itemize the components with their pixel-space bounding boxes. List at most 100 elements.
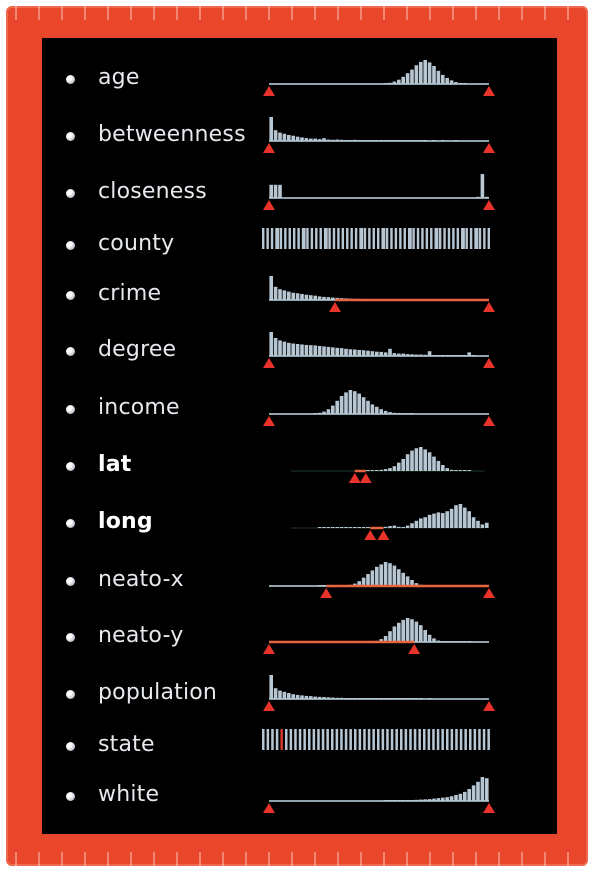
- bullet-icon[interactable]: [66, 241, 75, 250]
- bullet-icon[interactable]: [66, 405, 75, 414]
- attribute-row-county[interactable]: county: [42, 228, 557, 268]
- histogram-bar: [335, 527, 339, 528]
- histogram[interactable]: [262, 60, 497, 102]
- attribute-row-white[interactable]: white: [42, 777, 557, 819]
- category-strip[interactable]: [262, 729, 497, 769]
- bullet-icon[interactable]: [66, 132, 75, 141]
- attribute-row-lat[interactable]: lat: [42, 447, 557, 489]
- range-max-handle[interactable]: [483, 701, 495, 711]
- range-max-handle[interactable]: [483, 416, 495, 426]
- attribute-row-degree[interactable]: degree: [42, 332, 557, 374]
- range-min-handle[interactable]: [263, 803, 275, 813]
- range-max-handle[interactable]: [483, 803, 495, 813]
- range-min-handle[interactable]: [263, 358, 275, 368]
- histogram-bar: [436, 512, 441, 528]
- bullet-icon[interactable]: [66, 792, 75, 801]
- range-min-handle[interactable]: [364, 530, 377, 540]
- histogram-bar: [295, 344, 300, 356]
- histogram-bar: [405, 576, 410, 586]
- attribute-row-neato-y[interactable]: neato-y: [42, 618, 557, 660]
- attribute-row-betweenness[interactable]: betweenness: [42, 117, 557, 159]
- histogram-bar: [392, 525, 397, 528]
- category-stripe: [262, 729, 265, 750]
- histogram-bar: [388, 412, 392, 414]
- range-max-handle[interactable]: [483, 302, 495, 312]
- bullet-icon[interactable]: [66, 633, 75, 642]
- histogram[interactable]: [262, 777, 497, 819]
- bullet-icon[interactable]: [66, 577, 75, 586]
- bullet-icon[interactable]: [66, 742, 75, 751]
- range-max-handle[interactable]: [483, 358, 495, 368]
- attribute-row-income[interactable]: income: [42, 390, 557, 432]
- histogram[interactable]: [262, 562, 497, 604]
- bullet-icon[interactable]: [66, 690, 75, 699]
- attribute-row-age[interactable]: age: [42, 60, 557, 102]
- category-stripe: [395, 729, 398, 750]
- histogram-bar: [348, 140, 353, 141]
- bullet-icon[interactable]: [66, 189, 75, 198]
- range-min-handle[interactable]: [263, 644, 275, 654]
- histogram[interactable]: [262, 276, 497, 318]
- bullet-icon[interactable]: [66, 75, 75, 84]
- bullet-icon[interactable]: [66, 519, 75, 528]
- category-stripe: [412, 228, 415, 249]
- range-min-handle[interactable]: [263, 416, 275, 426]
- histogram-bar: [427, 634, 432, 642]
- histogram-bar: [370, 140, 375, 141]
- histogram-bar: [388, 468, 392, 471]
- histogram[interactable]: [262, 447, 497, 489]
- category-stripe: [344, 729, 348, 750]
- histogram-bar: [392, 412, 397, 414]
- range-max-handle[interactable]: [483, 143, 495, 153]
- histogram-bar: [458, 355, 463, 356]
- histogram-bar: [295, 293, 300, 300]
- histogram[interactable]: [262, 174, 497, 216]
- histogram[interactable]: [262, 675, 497, 717]
- histogram[interactable]: [262, 390, 497, 432]
- range-min-handle[interactable]: [263, 143, 275, 153]
- histogram[interactable]: [262, 117, 497, 159]
- category-stripe: [403, 228, 406, 249]
- range-min-handle[interactable]: [348, 473, 361, 483]
- attribute-row-crime[interactable]: crime: [42, 276, 557, 318]
- range-min-handle[interactable]: [263, 86, 275, 96]
- histogram-bar: [339, 527, 344, 528]
- category-stripe: [455, 729, 458, 750]
- histogram-bar: [357, 140, 361, 141]
- attribute-row-population[interactable]: population: [42, 675, 557, 717]
- histogram[interactable]: [262, 332, 497, 374]
- bullet-icon[interactable]: [66, 347, 75, 356]
- range-max-handle[interactable]: [483, 86, 495, 96]
- histogram-bar: [471, 517, 476, 528]
- category-stripe: [367, 729, 371, 750]
- histogram[interactable]: [262, 504, 497, 546]
- range-min-handle[interactable]: [320, 588, 333, 598]
- histogram-bar: [405, 698, 410, 699]
- category-stripe: [317, 729, 320, 750]
- bullet-icon[interactable]: [66, 462, 75, 471]
- histogram-bar: [432, 140, 436, 141]
- histogram-bar: [322, 411, 326, 414]
- histogram-bar: [335, 139, 339, 141]
- bullet-icon[interactable]: [66, 291, 75, 300]
- histogram[interactable]: [262, 618, 497, 660]
- category-stripe: [275, 729, 279, 750]
- range-max-handle[interactable]: [483, 588, 495, 598]
- range-max-handle[interactable]: [359, 473, 372, 483]
- attribute-row-state[interactable]: state: [42, 729, 557, 769]
- range-max-handle[interactable]: [377, 530, 390, 540]
- attribute-row-long[interactable]: long: [42, 504, 557, 546]
- histogram-bar: [467, 352, 471, 356]
- histogram-bar: [397, 353, 401, 356]
- range-max-handle[interactable]: [408, 644, 421, 654]
- range-min-handle[interactable]: [263, 200, 275, 210]
- range-min-handle[interactable]: [329, 302, 341, 312]
- range-max-handle[interactable]: [483, 200, 495, 210]
- range-min-handle[interactable]: [263, 701, 275, 711]
- histogram-bar: [410, 140, 414, 141]
- attribute-row-neato-x[interactable]: neato-x: [42, 562, 557, 604]
- category-strip[interactable]: [262, 228, 497, 268]
- histogram-bar: [309, 138, 313, 141]
- attribute-row-closeness[interactable]: closeness: [42, 174, 557, 216]
- histogram-bar: [383, 352, 388, 356]
